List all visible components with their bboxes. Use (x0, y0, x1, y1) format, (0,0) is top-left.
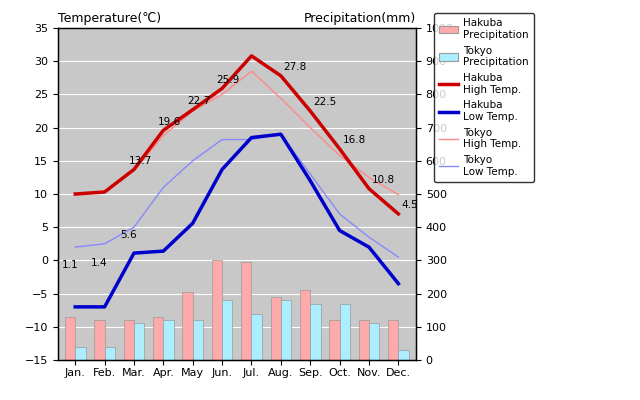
Text: 5.6: 5.6 (120, 230, 137, 240)
Text: Precipitation(mm): Precipitation(mm) (304, 12, 416, 25)
Text: 4.5: 4.5 (401, 200, 418, 210)
Bar (163, 320, 173, 360)
Bar (222, 300, 232, 360)
Bar (193, 320, 203, 360)
Bar (398, 350, 409, 360)
Bar (271, 297, 281, 360)
Bar (212, 260, 222, 360)
Text: 19.6: 19.6 (158, 117, 181, 127)
Bar (369, 324, 380, 360)
Text: Temperature(℃): Temperature(℃) (58, 12, 161, 25)
Bar (252, 314, 262, 360)
Bar (76, 347, 86, 360)
Bar (153, 317, 163, 360)
Bar (124, 320, 134, 360)
Bar (340, 304, 350, 360)
Text: 25.9: 25.9 (216, 75, 240, 85)
Text: 22.7: 22.7 (187, 96, 211, 106)
Text: 1.4: 1.4 (91, 258, 108, 268)
Bar (281, 300, 291, 360)
Bar (241, 262, 252, 360)
Text: 1.1: 1.1 (61, 260, 78, 270)
Bar (94, 320, 104, 360)
Bar (310, 304, 321, 360)
Text: 16.8: 16.8 (342, 135, 365, 145)
Text: 22.5: 22.5 (313, 98, 336, 108)
Bar (104, 347, 115, 360)
Legend: Hakuba
Precipitation, Tokyo
Precipitation, Hakuba
High Temp., Hakuba
Low Temp., : Hakuba Precipitation, Tokyo Precipitatio… (434, 13, 534, 182)
Bar (134, 324, 144, 360)
Text: 27.8: 27.8 (284, 62, 307, 72)
Bar (65, 317, 76, 360)
Bar (182, 292, 193, 360)
Text: 13.7: 13.7 (129, 156, 152, 166)
Bar (300, 290, 310, 360)
Bar (330, 320, 340, 360)
Bar (388, 320, 398, 360)
Bar (358, 320, 369, 360)
Text: 10.8: 10.8 (372, 175, 395, 185)
